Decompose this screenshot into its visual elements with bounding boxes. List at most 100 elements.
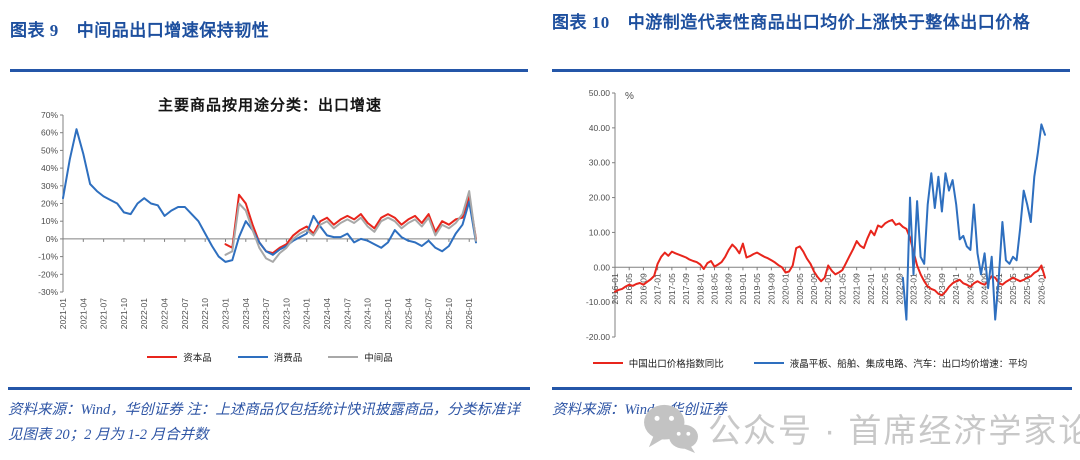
svg-text:2021-05: 2021-05 — [837, 273, 847, 304]
svg-text:2025-05: 2025-05 — [1008, 273, 1018, 304]
svg-text:2022-01: 2022-01 — [139, 298, 149, 329]
watermark: 公众号 · 首席经济学家论坛 — [642, 402, 1080, 454]
figure-10-bottom-divider — [552, 387, 1072, 390]
svg-text:2018-09: 2018-09 — [724, 273, 734, 304]
legend-label: 中国出口价格指数同比 — [628, 359, 724, 370]
svg-text:2024-01: 2024-01 — [951, 273, 961, 304]
svg-text:2024-01: 2024-01 — [302, 298, 312, 329]
svg-text:2023-01: 2023-01 — [909, 273, 919, 304]
svg-text:2019-09: 2019-09 — [766, 273, 776, 304]
svg-text:2020-01: 2020-01 — [781, 273, 791, 304]
svg-text:40%: 40% — [41, 163, 58, 173]
svg-text:0.00: 0.00 — [593, 262, 610, 272]
svg-text:2016-05: 2016-05 — [624, 273, 634, 304]
svg-text:2022-05: 2022-05 — [880, 273, 890, 304]
svg-text:2022-10: 2022-10 — [200, 298, 210, 329]
legend-label: 资本品 — [183, 353, 212, 364]
svg-text:2022-04: 2022-04 — [160, 298, 170, 329]
svg-text:2026-01: 2026-01 — [464, 298, 474, 329]
svg-text:2022-07: 2022-07 — [180, 298, 190, 329]
watermark-text: 公众号 · 首席经济学家论坛 — [708, 412, 1080, 449]
svg-text:2024-05: 2024-05 — [965, 273, 975, 304]
svg-text:2019-05: 2019-05 — [752, 273, 762, 304]
svg-text:2016-01: 2016-01 — [610, 273, 620, 304]
figure-10-top-divider — [552, 69, 1070, 72]
svg-text:2018-01: 2018-01 — [695, 273, 705, 304]
svg-text:2022-09: 2022-09 — [894, 273, 904, 304]
svg-text:-10%: -10% — [38, 252, 58, 262]
figure-10-heading: 图表 10 中游制造代表性商品出口均价上涨快于整体出口价格 — [552, 10, 1067, 36]
svg-text:%: % — [625, 91, 634, 102]
svg-text:2021-07: 2021-07 — [99, 298, 109, 329]
svg-text:2025-10: 2025-10 — [444, 298, 454, 329]
legend-label: 中间品 — [364, 353, 393, 364]
svg-text:2020-05: 2020-05 — [795, 273, 805, 304]
svg-text:2021-10: 2021-10 — [119, 298, 129, 329]
svg-text:2024-10: 2024-10 — [363, 298, 373, 329]
svg-text:2021-09: 2021-09 — [852, 273, 862, 304]
figure-10-chart: -20.00 -10.00 0.00 10.00 20.00 30.00 40.00 50.0… — [586, 88, 1047, 342]
figure-9-source-note: 资料来源：Wind，华创证券 注：上述商品仅包括统计快讯披露商品，分类标准详见图… — [8, 402, 520, 443]
svg-text:30%: 30% — [41, 181, 58, 191]
svg-text:2021-01: 2021-01 — [58, 298, 68, 329]
svg-text:20%: 20% — [41, 199, 58, 209]
capital-goods-line-swatch — [147, 355, 178, 359]
legend-label: 液晶平板、船舶、集成电路、汽车：出口均价增速：平均 — [789, 359, 1028, 370]
svg-text:2025-04: 2025-04 — [403, 298, 413, 329]
figure-10-label: 图表 10 — [552, 13, 610, 32]
svg-text:-30%: -30% — [38, 287, 58, 297]
svg-text:2017-09: 2017-09 — [681, 273, 691, 304]
export-price-index-line-swatch — [592, 361, 623, 365]
svg-text:10%: 10% — [41, 216, 58, 226]
svg-text:40.00: 40.00 — [589, 123, 611, 133]
svg-text:2025-07: 2025-07 — [424, 298, 434, 329]
svg-text:2023-10: 2023-10 — [281, 298, 291, 329]
svg-text:2023-09: 2023-09 — [937, 273, 947, 304]
legend-item-avg-export-price: 液晶平板、船舶、集成电路、汽车：出口均价增速：平均 — [753, 356, 1028, 370]
figure-10-source-note: 资料来源：Wind，华创证券 — [552, 402, 727, 418]
legend-item-consumer-goods: 消费品 — [237, 350, 303, 364]
legend-label: 消费品 — [273, 353, 303, 364]
figure-9-heading: 图表 9 中间品出口增速保持韧性 — [10, 18, 525, 44]
consumer-goods-line-swatch — [237, 355, 268, 359]
svg-text:2024-07: 2024-07 — [342, 298, 352, 329]
svg-text:2017-01: 2017-01 — [653, 273, 663, 304]
intermediate-goods-line-swatch — [328, 355, 359, 359]
figure-9-top-divider — [10, 69, 528, 72]
svg-text:2024-09: 2024-09 — [980, 273, 990, 304]
svg-text:-20%: -20% — [38, 269, 58, 279]
wechat-icon — [644, 404, 698, 454]
figure-9-chart-title: 主要商品按用途分类：出口增速 — [157, 97, 382, 114]
svg-text:50.00: 50.00 — [589, 88, 611, 98]
svg-text:2018-05: 2018-05 — [710, 273, 720, 304]
svg-text:2023-05: 2023-05 — [923, 273, 933, 304]
svg-text:2025-01: 2025-01 — [383, 298, 393, 329]
svg-text:2016-09: 2016-09 — [638, 273, 648, 304]
svg-text:50%: 50% — [41, 145, 58, 155]
svg-text:2026-01: 2026-01 — [1036, 273, 1046, 304]
svg-text:2017-05: 2017-05 — [667, 273, 677, 304]
svg-text:2023-01: 2023-01 — [220, 298, 230, 329]
svg-text:60%: 60% — [41, 128, 58, 138]
svg-text:2021-01: 2021-01 — [823, 273, 833, 304]
avg-export-price-line-swatch — [753, 361, 784, 365]
svg-text:2020-09: 2020-09 — [809, 273, 819, 304]
svg-text:2024-04: 2024-04 — [322, 298, 332, 329]
svg-text:2025-09: 2025-09 — [1022, 273, 1032, 304]
svg-text:2023-07: 2023-07 — [261, 298, 271, 329]
figure-9-chart: -30% -20% -10% 0% 10% 20% 30% 40% 50% 60% 70% 2021-… — [38, 110, 477, 329]
svg-text:30.00: 30.00 — [589, 158, 611, 168]
svg-text:10.00: 10.00 — [589, 227, 611, 237]
figure-9-legend: 资本品 消费品 中间品 — [0, 350, 540, 364]
svg-text:2019-01: 2019-01 — [738, 273, 748, 304]
figure-9-title: 中间品出口增速保持韧性 — [76, 21, 270, 40]
svg-text:20.00: 20.00 — [589, 193, 611, 203]
figure-10-legend: 中国出口价格指数同比 液晶平板、船舶、集成电路、汽车：出口均价增速：平均 — [540, 356, 1080, 370]
legend-item-intermediate-goods: 中间品 — [328, 350, 393, 364]
figure-9-bottom-divider — [8, 387, 530, 390]
figure-10-title: 中游制造代表性商品出口均价上涨快于整体出口价格 — [627, 13, 1031, 32]
svg-text:-10.00: -10.00 — [586, 297, 610, 307]
svg-text:2022-01: 2022-01 — [866, 273, 876, 304]
legend-item-capital-goods: 资本品 — [147, 350, 212, 364]
